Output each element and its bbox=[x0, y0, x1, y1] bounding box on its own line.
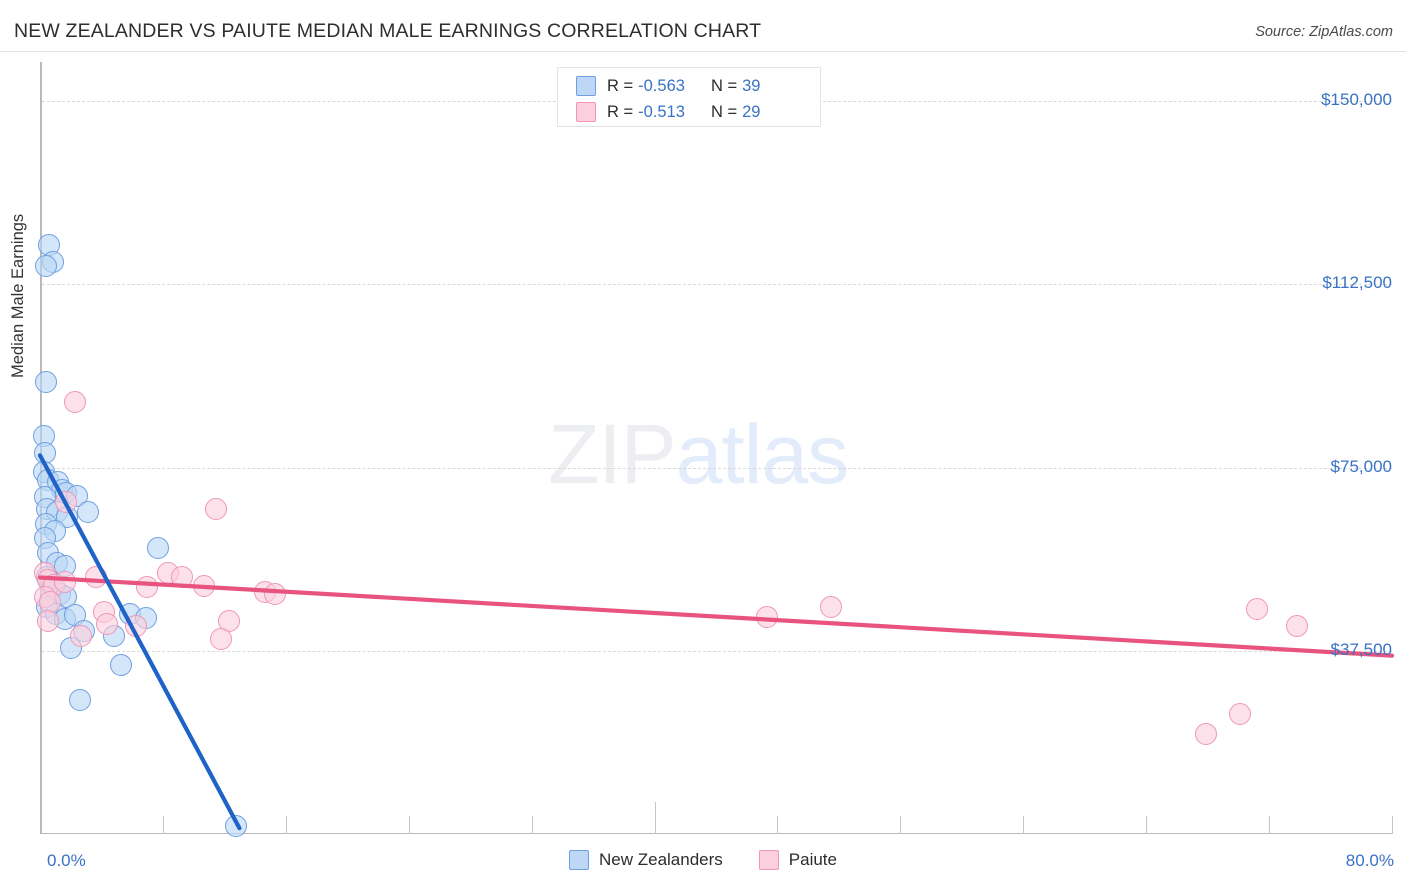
scatter-point-paiute[interactable] bbox=[136, 576, 159, 599]
scatter-point-paiute[interactable] bbox=[1195, 722, 1218, 745]
x-axis-tick bbox=[1023, 816, 1025, 834]
stats-r-value-pink: -0.513 bbox=[638, 102, 685, 121]
stats-n-label-blue: N = bbox=[710, 76, 738, 95]
y-axis-tick-label: $150,000 bbox=[1321, 90, 1392, 110]
y-axis-tick-label: $112,500 bbox=[1322, 273, 1392, 293]
gridline bbox=[42, 467, 1392, 469]
scatter-point-paiute[interactable] bbox=[170, 566, 193, 589]
x-axis-tick bbox=[654, 802, 656, 834]
scatter-point-paiute[interactable] bbox=[204, 498, 227, 521]
x-axis-tick bbox=[1269, 816, 1271, 834]
paiute-trendline bbox=[37, 575, 1395, 658]
scatter-point-new-zealanders[interactable] bbox=[34, 371, 57, 394]
header-divider bbox=[0, 51, 1406, 52]
scatter-point-paiute[interactable] bbox=[755, 605, 778, 628]
legend-label-new-zealanders: New Zealanders bbox=[599, 850, 723, 869]
series-legend: New Zealanders Paiute bbox=[0, 850, 1406, 870]
stats-r-value-blue: -0.563 bbox=[638, 76, 685, 95]
scatter-point-new-zealanders[interactable] bbox=[68, 688, 91, 711]
x-axis-max-label: 80.0% bbox=[1345, 851, 1394, 870]
watermark: ZIPatlas bbox=[548, 406, 849, 503]
legend-swatch-new-zealanders bbox=[569, 850, 589, 870]
scatter-point-paiute[interactable] bbox=[125, 615, 148, 638]
scatter-point-new-zealanders[interactable] bbox=[34, 255, 57, 278]
legend-swatch-paiute bbox=[758, 850, 779, 870]
gridline bbox=[42, 650, 1392, 652]
scatter-point-paiute[interactable] bbox=[53, 571, 76, 594]
watermark-zip: ZIP bbox=[548, 407, 677, 501]
stats-n-value-blue: 39 bbox=[742, 76, 761, 95]
stats-swatch-pink bbox=[576, 102, 596, 122]
source-label: Source: ZipAtlas.com bbox=[1255, 24, 1393, 40]
stats-r-label-pink: R = bbox=[607, 102, 634, 121]
stats-row-new-zealanders: R = -0.563 N = 39 bbox=[576, 73, 760, 99]
x-axis-tick bbox=[531, 816, 533, 834]
x-axis-tick bbox=[900, 816, 902, 834]
correlation-stats-box: R = -0.563 N = 39 R = -0.513 N = 29 bbox=[557, 67, 821, 127]
stats-n-label-pink: N = bbox=[710, 102, 738, 121]
scatter-point-paiute[interactable] bbox=[84, 566, 107, 589]
scatter-point-paiute[interactable] bbox=[1245, 598, 1268, 621]
page-title: NEW ZEALANDER VS PAIUTE MEDIAN MALE EARN… bbox=[14, 20, 762, 42]
scatter-point-new-zealanders[interactable] bbox=[110, 654, 133, 677]
scatter-point-paiute[interactable] bbox=[1228, 703, 1251, 726]
scatter-point-paiute[interactable] bbox=[69, 625, 92, 648]
scatter-point-paiute[interactable] bbox=[209, 627, 232, 650]
x-axis-tick bbox=[1146, 816, 1148, 834]
legend-item-paiute[interactable]: Paiute bbox=[758, 850, 837, 870]
stats-r-label-blue: R = bbox=[607, 76, 634, 95]
x-axis-tick bbox=[162, 816, 164, 834]
scatter-point-new-zealanders[interactable] bbox=[147, 537, 170, 560]
x-axis-min-label: 0.0% bbox=[47, 851, 86, 870]
scatter-point-paiute[interactable] bbox=[95, 612, 118, 635]
scatter-point-paiute[interactable] bbox=[36, 610, 59, 633]
plot-area: ZIPatlas bbox=[33, 62, 1395, 838]
scatter-point-paiute[interactable] bbox=[1286, 615, 1309, 638]
y-axis-tick-label: $37,500 bbox=[1330, 639, 1392, 659]
x-axis-tick bbox=[285, 816, 287, 834]
x-axis-line bbox=[40, 832, 1392, 834]
scatter-point-paiute[interactable] bbox=[55, 490, 78, 513]
gridline bbox=[42, 284, 1392, 286]
scatter-point-new-zealanders[interactable] bbox=[77, 501, 100, 524]
stats-swatch-blue bbox=[576, 76, 596, 96]
stats-row-paiute: R = -0.513 N = 29 bbox=[576, 99, 760, 125]
x-axis-tick bbox=[1392, 816, 1393, 834]
legend-label-paiute: Paiute bbox=[788, 850, 837, 869]
x-axis-tick bbox=[777, 816, 779, 834]
legend-item-new-zealanders[interactable]: New Zealanders bbox=[569, 850, 723, 870]
y-axis-title: Median Male Earnings bbox=[9, 213, 27, 378]
watermark-atlas: atlas bbox=[675, 407, 849, 501]
stats-n-value-pink: 29 bbox=[742, 102, 761, 121]
scatter-point-paiute[interactable] bbox=[819, 595, 842, 618]
x-axis-tick bbox=[408, 816, 410, 834]
scatter-point-paiute[interactable] bbox=[263, 582, 286, 605]
scatter-point-paiute[interactable] bbox=[63, 390, 86, 413]
y-axis-tick-label: $75,000 bbox=[1330, 456, 1392, 476]
scatter-point-paiute[interactable] bbox=[192, 574, 215, 597]
